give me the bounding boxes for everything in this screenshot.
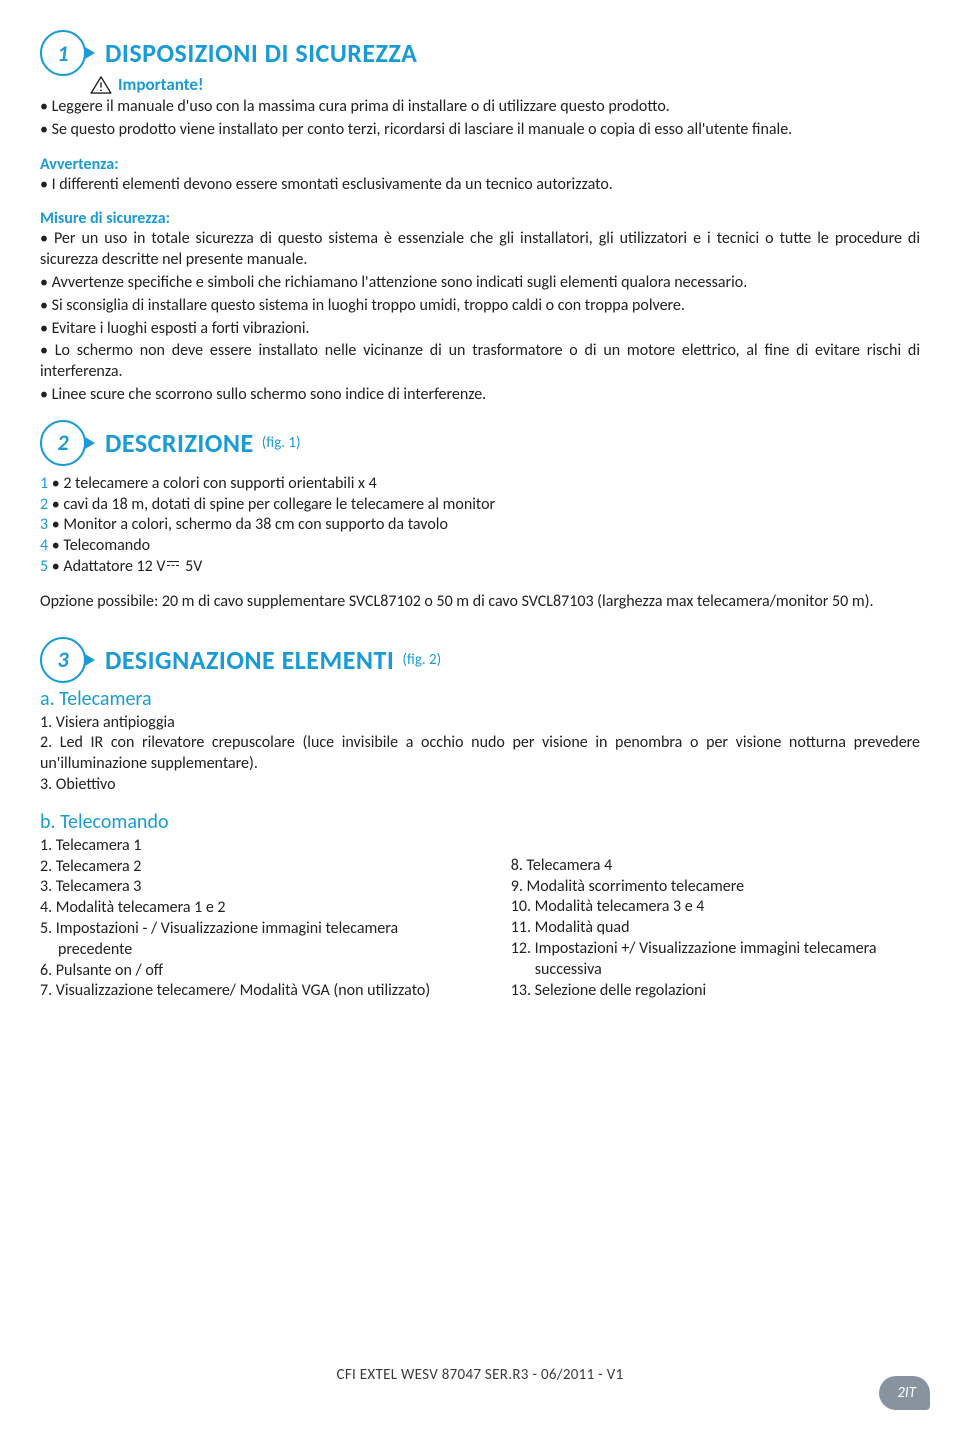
bullet-text: • Si sconsiglia di installare questo sis… bbox=[40, 296, 920, 317]
item-text-post: 5V bbox=[181, 557, 202, 576]
item-number: 3 bbox=[40, 515, 48, 534]
bullet-content: Per un uso in totale sicurezza di questo… bbox=[40, 229, 920, 269]
list-item: 3. Telecamera 3 bbox=[40, 877, 471, 898]
section-1-title: DISPOSIZIONI DI SICUREZZA bbox=[105, 37, 417, 69]
item-text: Monitor a colori, schermo da 38 cm con s… bbox=[63, 515, 448, 534]
list-item: 5. Impostazioni - / Visualizzazione imma… bbox=[40, 919, 471, 961]
bullet-content: Se questo prodotto viene installato per … bbox=[52, 120, 793, 139]
item-number: 2 bbox=[40, 495, 48, 514]
avvertenza-block: Avvertenza: • I differenti elementi devo… bbox=[40, 155, 920, 196]
section-3-number-badge: 3 bbox=[40, 637, 86, 683]
bullet-text: • Evitare i luoghi esposti a forti vibra… bbox=[40, 319, 920, 340]
bullet-text: • Avvertenze specifiche e simboli che ri… bbox=[40, 273, 920, 294]
section-1-number-badge: 1 bbox=[40, 30, 86, 76]
page-footer: CFI EXTEL WESV 87047 SER.R3 - 06/2011 - … bbox=[0, 1366, 960, 1406]
bullet-text: • Lo schermo non deve essere installato … bbox=[40, 341, 920, 383]
bullet-content: Leggere il manuale d'uso con la massima … bbox=[52, 97, 670, 116]
list-item: 5 • Adattatore 12 V 5V bbox=[40, 557, 920, 578]
bullet-text: • Linee scure che scorrono sullo schermo… bbox=[40, 385, 920, 406]
item-text: Telecomando bbox=[63, 536, 150, 555]
page: 1 DISPOSIZIONI DI SICUREZZA Importante! … bbox=[0, 0, 960, 1430]
important-label: Importante! bbox=[118, 74, 204, 95]
section-3-header: 3 DESIGNAZIONE ELEMENTI (fig. 2) bbox=[40, 637, 920, 683]
section-3-pointer bbox=[85, 654, 95, 666]
list-item: 2. Telecamera 2 bbox=[40, 857, 471, 878]
bullet-text: • I differenti elementi devono essere sm… bbox=[40, 175, 920, 196]
list-item: 13. Selezione delle regolazioni bbox=[511, 981, 920, 1002]
section-2-header: 2 DESCRIZIONE (fig. 1) bbox=[40, 420, 920, 466]
b-right-column: 8. Telecamera 4 9. Modalità scorrimento … bbox=[511, 836, 920, 1002]
list-item: 1 • 2 telecamere a colori con supporti o… bbox=[40, 474, 920, 495]
b-left-column: 1. Telecamera 1 2. Telecamera 2 3. Telec… bbox=[40, 836, 471, 1002]
item-text-pre: Adattatore 12 V bbox=[63, 557, 165, 576]
warning-icon bbox=[90, 76, 112, 94]
section-1-header: 1 DISPOSIZIONI DI SICUREZZA bbox=[40, 30, 920, 76]
important-line: Importante! bbox=[90, 74, 920, 95]
item-number: 4 bbox=[40, 536, 48, 555]
bullet-content: Si sconsiglia di installare questo siste… bbox=[52, 296, 685, 315]
list-item: 9. Modalità scorrimento telecamere bbox=[511, 877, 920, 898]
list-item: 8. Telecamera 4 bbox=[511, 856, 920, 877]
section-1-pointer bbox=[85, 47, 95, 59]
option-note: Opzione possibile: 20 m di cavo suppleme… bbox=[40, 592, 920, 613]
bullet-content: Avvertenze specifiche e simboli che rich… bbox=[52, 273, 748, 292]
misure-block: Misure di sicurezza: • Per un uso in tot… bbox=[40, 209, 920, 405]
item-text: 2 telecamere a colori con supporti orien… bbox=[63, 474, 376, 493]
subsection-b-columns: 1. Telecamera 1 2. Telecamera 2 3. Telec… bbox=[40, 836, 920, 1002]
list-item: 2. Led IR con rilevatore crepuscolare (l… bbox=[40, 733, 920, 775]
list-item: 1. Telecamera 1 bbox=[40, 836, 471, 857]
item-number: 1 bbox=[40, 474, 48, 493]
section-2-number-badge: 2 bbox=[40, 420, 86, 466]
list-item: 11. Modalità quad bbox=[511, 918, 920, 939]
section-1-intro-bullets: • Leggere il manuale d'uso con la massim… bbox=[40, 97, 920, 141]
bullet-text: • Se questo prodotto viene installato pe… bbox=[40, 120, 920, 141]
section-3-title: DESIGNAZIONE ELEMENTI bbox=[105, 644, 394, 676]
list-item: 4 • Telecomando bbox=[40, 536, 920, 557]
list-item: 12. Impostazioni +/ Visualizzazione imma… bbox=[511, 939, 920, 981]
item-number: 5 bbox=[40, 557, 48, 576]
section-3-fig-ref: (fig. 2) bbox=[402, 651, 441, 669]
page-number-pill: 2IT bbox=[879, 1376, 930, 1410]
list-item: 2 • cavi da 18 m, dotati di spine per co… bbox=[40, 495, 920, 516]
bullet-content: Linee scure che scorrono sullo schermo s… bbox=[52, 385, 487, 404]
list-item: 3. Obiettivo bbox=[40, 775, 920, 796]
bullet-content: Lo schermo non deve essere installato ne… bbox=[40, 341, 920, 381]
descrizione-list: 1 • 2 telecamere a colori con supporti o… bbox=[40, 474, 920, 578]
list-item: 1. Visiera antipioggia bbox=[40, 713, 920, 734]
section-2-title: DESCRIZIONE bbox=[105, 427, 254, 459]
bullet-text: • Per un uso in totale sicurezza di ques… bbox=[40, 229, 920, 271]
list-item: 6. Pulsante on / off bbox=[40, 961, 471, 982]
bullet-content: Evitare i luoghi esposti a forti vibrazi… bbox=[52, 319, 310, 338]
bullet-text: • Leggere il manuale d'uso con la massim… bbox=[40, 97, 920, 118]
footer-text: CFI EXTEL WESV 87047 SER.R3 - 06/2011 - … bbox=[0, 1366, 960, 1384]
misure-label: Misure di sicurezza: bbox=[40, 209, 920, 228]
subsection-b-title: b. Telecomando bbox=[40, 810, 920, 834]
section-2-pointer bbox=[85, 437, 95, 449]
item-text: cavi da 18 m, dotati di spine per colleg… bbox=[63, 495, 495, 514]
subsection-a-title: a. Telecamera bbox=[40, 687, 920, 711]
list-item: 4. Modalità telecamera 1 e 2 bbox=[40, 898, 471, 919]
list-item: 3 • Monitor a colori, schermo da 38 cm c… bbox=[40, 515, 920, 536]
bullet-content: I differenti elementi devono essere smon… bbox=[52, 175, 613, 194]
subsection-a-list: 1. Visiera antipioggia 2. Led IR con ril… bbox=[40, 713, 920, 796]
dc-symbol-icon bbox=[167, 561, 179, 571]
avvertenza-label: Avvertenza: bbox=[40, 155, 920, 174]
section-2-fig-ref: (fig. 1) bbox=[262, 434, 301, 452]
list-item: 10. Modalità telecamera 3 e 4 bbox=[511, 897, 920, 918]
list-item: 7. Visualizzazione telecamere/ Modalità … bbox=[40, 981, 471, 1002]
